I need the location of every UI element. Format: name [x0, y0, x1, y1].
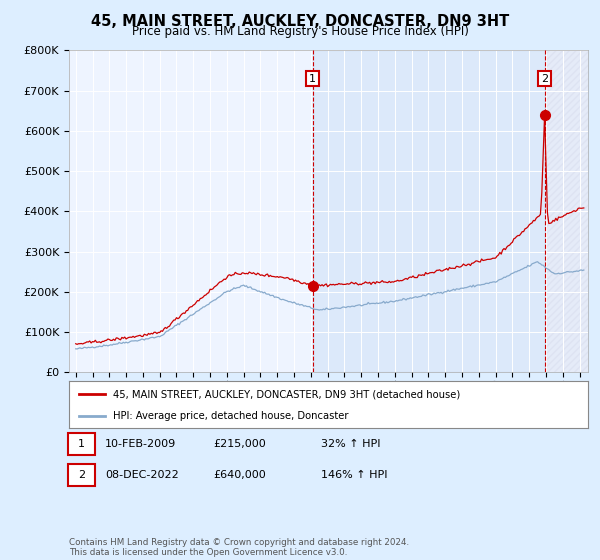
- Text: 1: 1: [309, 73, 316, 83]
- Text: £640,000: £640,000: [213, 470, 266, 480]
- Text: Price paid vs. HM Land Registry's House Price Index (HPI): Price paid vs. HM Land Registry's House …: [131, 25, 469, 38]
- Text: HPI: Average price, detached house, Doncaster: HPI: Average price, detached house, Donc…: [113, 411, 349, 421]
- Text: £215,000: £215,000: [213, 439, 266, 449]
- Text: 10-FEB-2009: 10-FEB-2009: [105, 439, 176, 449]
- Text: Contains HM Land Registry data © Crown copyright and database right 2024.
This d: Contains HM Land Registry data © Crown c…: [69, 538, 409, 557]
- Text: 146% ↑ HPI: 146% ↑ HPI: [321, 470, 388, 480]
- Text: 08-DEC-2022: 08-DEC-2022: [105, 470, 179, 480]
- Text: 1: 1: [78, 439, 85, 449]
- Bar: [545, 50, 588, 372]
- Bar: [313, 50, 545, 372]
- Text: 32% ↑ HPI: 32% ↑ HPI: [321, 439, 380, 449]
- Text: 2: 2: [541, 73, 548, 83]
- Text: 45, MAIN STREET, AUCKLEY, DONCASTER, DN9 3HT (detached house): 45, MAIN STREET, AUCKLEY, DONCASTER, DN9…: [113, 389, 460, 399]
- Text: 2: 2: [78, 470, 85, 480]
- Text: 45, MAIN STREET, AUCKLEY, DONCASTER, DN9 3HT: 45, MAIN STREET, AUCKLEY, DONCASTER, DN9…: [91, 14, 509, 29]
